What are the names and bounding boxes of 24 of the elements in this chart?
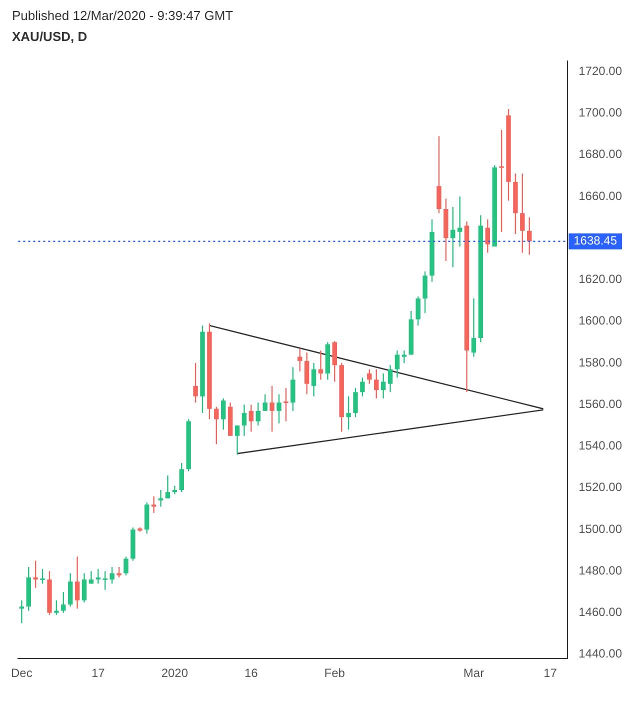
y-tick-label: 1580.00 <box>578 355 622 370</box>
x-tick-label: 2020 <box>161 666 188 680</box>
y-tick-label: 1600.00 <box>578 314 622 328</box>
y-tick-label: 1520.00 <box>578 480 622 494</box>
x-tick-label: 17 <box>544 666 558 680</box>
ref-line-label: 1638.45 <box>574 234 618 248</box>
x-tick-label: 16 <box>244 666 258 680</box>
y-tick-label: 1480.00 <box>578 563 622 578</box>
x-tick-label: Mar <box>463 666 484 680</box>
y-tick-label: 1560.00 <box>578 396 622 411</box>
y-tick-label: 1540.00 <box>578 438 622 453</box>
y-tick-label: 1700.00 <box>578 106 622 120</box>
y-tick-label: 1440.00 <box>578 646 622 661</box>
x-tick-label: 17 <box>91 666 106 680</box>
y-tick-label: 1660.00 <box>578 188 622 203</box>
y-tick-label: 1720.00 <box>578 64 622 78</box>
x-tick-label: Dec <box>11 666 32 680</box>
y-tick-label: 1500.00 <box>578 522 622 536</box>
text: Published 12/Mar/2020 - 9:39:47 GMT <box>12 8 234 23</box>
y-tick-label: 1460.00 <box>578 605 622 620</box>
chart-title: XAU/USD, D <box>12 29 88 44</box>
y-tick-label: 1680.00 <box>578 147 622 162</box>
x-tick-label: Feb <box>324 666 346 680</box>
y-tick-label: 1620.00 <box>578 272 622 286</box>
